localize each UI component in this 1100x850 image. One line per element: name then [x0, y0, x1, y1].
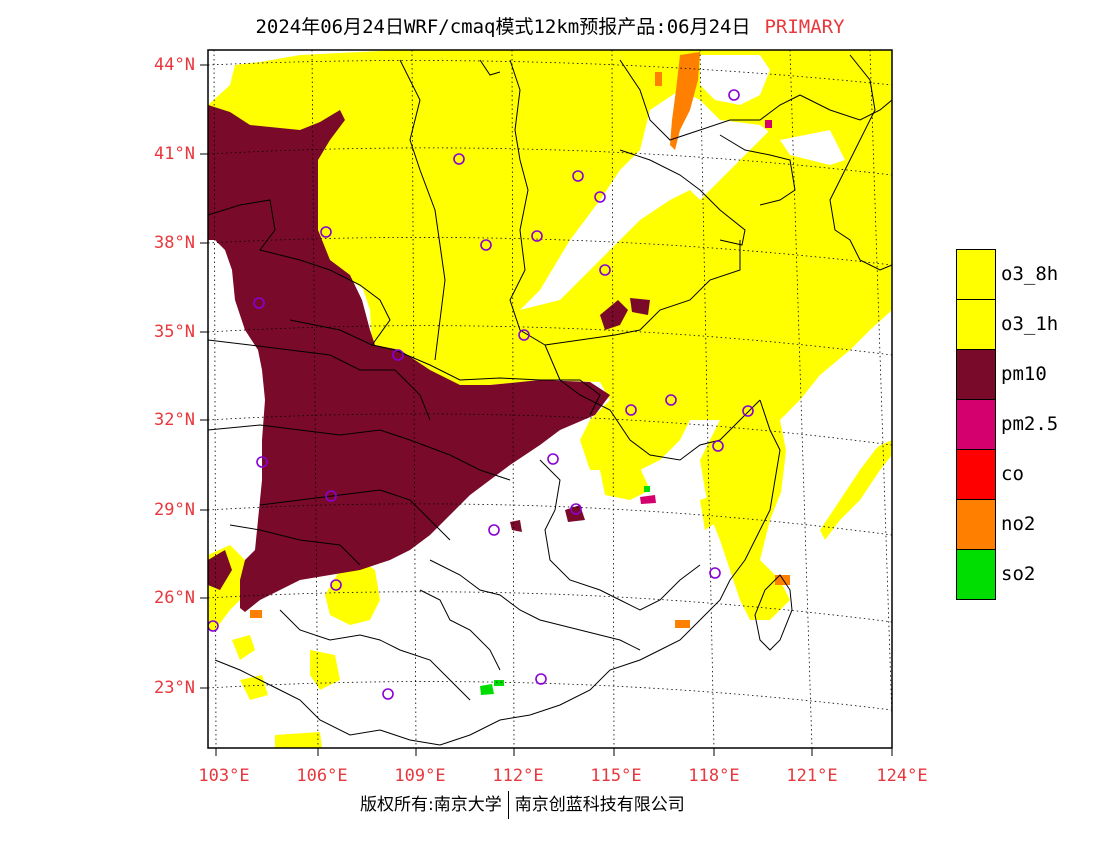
legend-swatch: [956, 499, 996, 550]
legend-swatch: [956, 449, 996, 500]
map-title: 2024年06月24日WRF/cmaq模式12km预报产品:06月24日 PRIM…: [0, 12, 1100, 39]
axis-ticks: [200, 64, 893, 756]
map-title-main: 2024年06月24日WRF/cmaq模式12km预报产品:06月24日: [255, 16, 751, 38]
lat-label: 35°N: [154, 322, 195, 342]
legend-label: pm10: [1001, 363, 1047, 385]
copyright-footer: 版权所有:南京大学 南京创蓝科技有限公司: [360, 790, 685, 819]
lon-label: 112°E: [492, 766, 544, 786]
so2-area: [480, 486, 650, 695]
map-frame: [207, 49, 893, 749]
legend-label: o3_8h: [1001, 263, 1059, 285]
legend-swatch: [956, 249, 996, 300]
o3-area: [208, 50, 892, 748]
lat-label: 38°N: [154, 233, 195, 253]
lat-label: 23°N: [154, 678, 195, 698]
legend-label: o3_1h: [1001, 313, 1059, 335]
lat-label: 29°N: [154, 500, 195, 520]
lon-label: 106°E: [296, 766, 348, 786]
legend-swatch: [956, 299, 996, 350]
copyright-left: 版权所有:南京大学: [360, 795, 502, 815]
pm10-area: [208, 105, 650, 612]
lon-label: 124°E: [876, 766, 928, 786]
legend-label: so2: [1001, 563, 1036, 585]
legend-swatch: [956, 399, 996, 450]
lon-label: 109°E: [394, 766, 446, 786]
map-title-tag: PRIMARY: [764, 16, 845, 38]
lat-label: 44°N: [154, 55, 195, 75]
legend-label: pm2.5: [1001, 413, 1059, 435]
map-content: [208, 50, 892, 748]
legend-label: co: [1001, 463, 1024, 485]
station-markers: [208, 89, 754, 700]
lon-label: 115°E: [590, 766, 642, 786]
lon-label: 118°E: [688, 766, 740, 786]
legend-label: no2: [1001, 513, 1036, 535]
lat-label: 32°N: [154, 410, 195, 430]
boundaries: [208, 54, 892, 746]
lon-label: 103°E: [198, 766, 250, 786]
legend-swatch: [956, 549, 996, 600]
pm25-area: [640, 120, 772, 504]
lat-label: 41°N: [154, 144, 195, 164]
lon-label: 121°E: [786, 766, 838, 786]
copyright-right: 南京创蓝科技有限公司: [514, 795, 685, 815]
lat-label: 26°N: [154, 588, 195, 608]
legend-swatch: [956, 349, 996, 400]
footer-divider: [507, 791, 509, 819]
graticule: [208, 50, 892, 748]
clean-area: [700, 55, 892, 560]
